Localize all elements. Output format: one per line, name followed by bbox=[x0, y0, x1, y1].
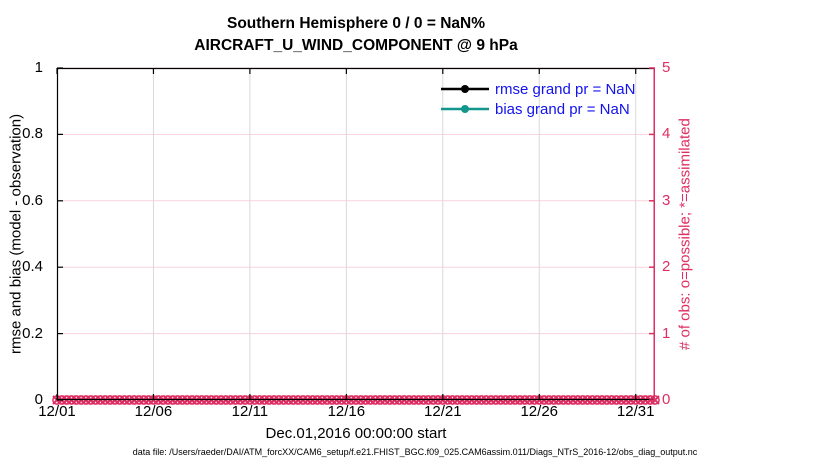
x-axis-tick-label: 12/26 bbox=[520, 403, 559, 420]
data-file-caption: data file: /Users/raeder/DAI/ATM_forcXX/… bbox=[132, 447, 698, 457]
x-axis-tick-label: 12/31 bbox=[616, 403, 655, 420]
left-y-axis-label: rmse and bias (model - observation) bbox=[7, 113, 25, 355]
chart-subtitle: AIRCRAFT_U_WIND_COMPONENT @ 9 hPa bbox=[194, 37, 518, 54]
left-axis-tick-label: 0.2 bbox=[22, 324, 43, 342]
x-axis-tick-label: 12/01 bbox=[38, 403, 76, 420]
x-axis-tick-label: 12/11 bbox=[231, 403, 269, 420]
right-axis-tick-label: 3 bbox=[662, 191, 671, 209]
right-axis-tick-label: 1 bbox=[662, 324, 671, 342]
x-axis-tick-label: 12/21 bbox=[424, 403, 462, 420]
right-axis-tick-label: 0 bbox=[662, 391, 671, 408]
legend: rmse grand pr = NaN bias grand pr = NaN bbox=[441, 79, 635, 119]
chart-title-block: Southern Hemisphere 0 / 0 = NaN% AIRCRAF… bbox=[57, 13, 655, 57]
right-axis-tick-label: 5 bbox=[662, 59, 671, 76]
left-axis-tick-label: 0.8 bbox=[22, 125, 43, 143]
legend-row-rmse: rmse grand pr = NaN bbox=[441, 79, 635, 99]
left-axis-tick-label: 1 bbox=[34, 59, 43, 76]
right-axis-tick-label: 2 bbox=[662, 258, 671, 276]
chart-title: Southern Hemisphere 0 / 0 = NaN% bbox=[227, 15, 485, 32]
left-axis-tick-label: 0 bbox=[34, 391, 43, 408]
legend-label-bias: bias grand pr = NaN bbox=[495, 100, 630, 118]
plot-area bbox=[52, 67, 660, 405]
bias-line-sample-icon bbox=[441, 105, 489, 113]
x-axis-label: Dec.01,2016 00:00:00 start bbox=[265, 425, 447, 442]
right-y-axis-label: # of obs: o=possible; *=assimilated bbox=[676, 118, 694, 350]
rmse-line-sample-icon bbox=[441, 85, 489, 93]
left-axis-tick-label: 0.4 bbox=[22, 258, 43, 276]
legend-row-bias: bias grand pr = NaN bbox=[441, 99, 635, 119]
x-axis-tick-label: 12/06 bbox=[134, 403, 173, 420]
right-axis-tick-label: 4 bbox=[662, 125, 671, 143]
legend-label-rmse: rmse grand pr = NaN bbox=[495, 80, 636, 98]
left-axis-tick-label: 0.6 bbox=[22, 191, 43, 209]
x-axis-tick-label: 12/16 bbox=[327, 403, 366, 420]
